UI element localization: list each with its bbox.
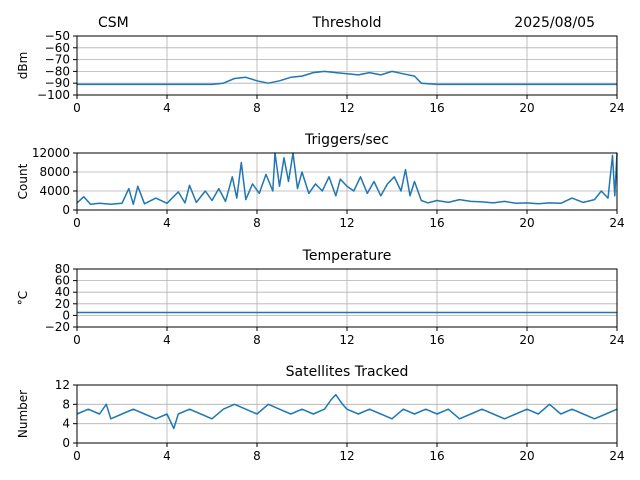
y-tick-label: 0 <box>62 436 70 450</box>
header-left: CSM <box>98 15 129 31</box>
chart-panel-1: 0 4 8 12 16 20 24 0 4000 8000 12000 Triggers/sec Cou… <box>16 132 625 230</box>
y-tick-label: −60 <box>45 41 70 55</box>
x-tick-label: 4 <box>163 333 171 347</box>
x-tick-label: 4 <box>163 216 171 230</box>
x-tick-label: 8 <box>253 216 261 230</box>
x-tick-label: 12 <box>339 101 354 115</box>
y-axis-label: °C <box>16 291 30 305</box>
x-tick-label: 8 <box>253 449 261 463</box>
chart-title: Threshold <box>312 15 382 31</box>
x-tick-label: 0 <box>73 449 81 463</box>
series-line <box>76 393 618 430</box>
x-tick-label: 8 <box>253 101 261 115</box>
chart-title: Temperature <box>302 248 392 264</box>
y-tick-label: 40 <box>55 285 70 299</box>
x-tick-label: 16 <box>429 216 444 230</box>
x-tick-label: 20 <box>519 333 534 347</box>
y-tick-label: 60 <box>55 274 70 288</box>
x-tick-label: 0 <box>73 333 81 347</box>
y-tick-label: −100 <box>37 88 70 102</box>
y-tick-label: −50 <box>45 29 70 43</box>
y-tick-label: 4000 <box>39 184 70 198</box>
y-tick-label: −90 <box>45 76 70 90</box>
y-tick-label: 12 <box>55 378 70 392</box>
y-tick-label: −20 <box>45 320 70 334</box>
chart-panel-0: 0 4 8 12 16 20 24 −100−90−80−70−60−50 Threshold d… <box>16 15 625 115</box>
x-tick-label: 8 <box>253 333 261 347</box>
y-tick-label: 0 <box>62 308 70 322</box>
x-tick-label: 16 <box>429 333 444 347</box>
x-tick-label: 4 <box>163 101 171 115</box>
y-tick-label: 12000 <box>32 146 70 160</box>
x-tick-label: 0 <box>73 216 81 230</box>
x-tick-label: 20 <box>519 101 534 115</box>
y-tick-label: −80 <box>45 64 70 78</box>
x-tick-label: 16 <box>429 449 444 463</box>
y-axis-label: Count <box>16 163 30 199</box>
x-tick-label: 12 <box>339 449 354 463</box>
x-tick-label: 16 <box>429 101 444 115</box>
chart-title: Satellites Tracked <box>286 364 409 380</box>
y-axis-label: dBm <box>16 52 30 80</box>
y-tick-label: 8 <box>62 397 70 411</box>
x-tick-label: 24 <box>609 101 624 115</box>
x-tick-label: 20 <box>519 216 534 230</box>
x-tick-label: 24 <box>609 449 624 463</box>
header-right: 2025/08/05 <box>514 15 595 31</box>
x-tick-label: 4 <box>163 449 171 463</box>
y-axis-label: Number <box>16 390 30 438</box>
x-tick-label: 12 <box>339 333 354 347</box>
y-tick-label: −70 <box>45 53 70 67</box>
y-tick-label: 0 <box>62 203 70 217</box>
y-tick-label: 20 <box>55 297 70 311</box>
y-tick-label: 4 <box>62 417 70 431</box>
chart-panel-3: 0 4 8 12 16 20 24 0 4 8 12 Satellites Tracked Number <box>16 364 625 463</box>
x-tick-label: 24 <box>609 216 624 230</box>
x-tick-label: 0 <box>73 101 81 115</box>
x-tick-label: 20 <box>519 449 534 463</box>
chart-title: Triggers/sec <box>304 132 389 148</box>
x-tick-label: 12 <box>339 216 354 230</box>
series-line <box>76 152 618 206</box>
x-tick-label: 24 <box>609 333 624 347</box>
y-tick-label: 8000 <box>39 165 70 179</box>
series-line <box>77 70 617 86</box>
y-tick-label: 80 <box>55 262 70 276</box>
